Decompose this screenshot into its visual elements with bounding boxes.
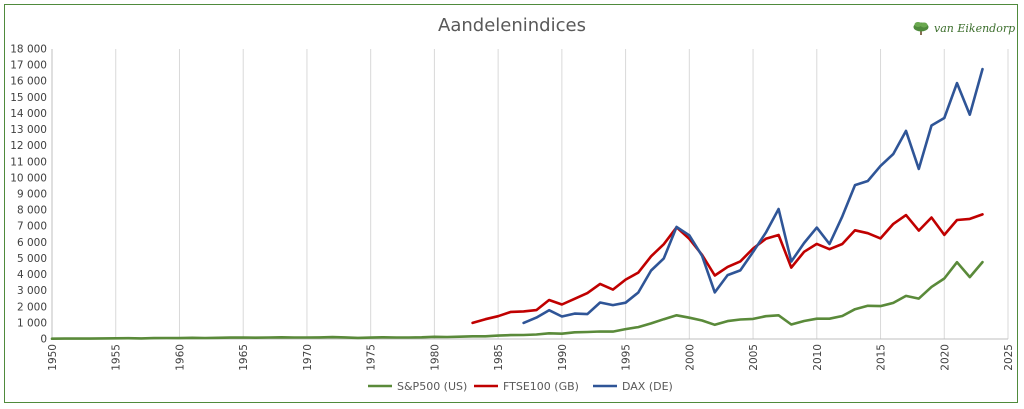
x-tick-label: 1955 bbox=[111, 344, 123, 371]
series-line-1 bbox=[471, 213, 984, 325]
y-tick-label: 18 000 bbox=[10, 44, 47, 56]
y-tick-label: 7 000 bbox=[17, 221, 47, 233]
y-tick-labels: 0 1 000 2 000 3 000 4 000 5 000 6 000 7 000 8 00… bbox=[10, 44, 47, 346]
y-tick-label: 14 000 bbox=[10, 108, 47, 120]
axes bbox=[51, 49, 1008, 340]
x-tick-label: 1975 bbox=[366, 344, 378, 371]
series-line-2 bbox=[522, 67, 984, 325]
chart-title: Aandelenindices bbox=[438, 15, 586, 36]
x-tick-label: 2015 bbox=[876, 344, 888, 371]
x-tick-label: 1965 bbox=[238, 344, 250, 371]
legend: S&P500 (US) FTSE100 (GB) DAX (DE) bbox=[368, 380, 673, 393]
y-tick-label: 11 000 bbox=[10, 156, 47, 168]
x-tick-label: 1960 bbox=[174, 344, 186, 371]
x-tick-label: 1985 bbox=[493, 344, 505, 371]
y-tick-label: 16 000 bbox=[10, 76, 47, 88]
y-tick-label: 5 000 bbox=[17, 253, 47, 265]
y-tick-label: 10 000 bbox=[10, 172, 47, 184]
x-tick-label: 2010 bbox=[812, 344, 824, 371]
logo-text: van Eikendorp bbox=[934, 22, 1015, 35]
grid-lines bbox=[51, 49, 1009, 339]
series-lines bbox=[50, 67, 984, 340]
y-tick-label: 1 000 bbox=[17, 317, 47, 329]
y-tick-label: 8 000 bbox=[17, 205, 47, 217]
x-tick-label: 1980 bbox=[429, 344, 441, 371]
chart-frame bbox=[4, 4, 1018, 403]
y-tick-label: 12 000 bbox=[10, 140, 47, 152]
x-tick-labels: 1950 1955 1960 1965 1970 1975 1980 1985 1990 1995… bbox=[47, 344, 1015, 371]
x-tick-label: 2025 bbox=[1003, 344, 1015, 371]
x-tick-label: 1990 bbox=[557, 344, 569, 371]
series-line-0 bbox=[50, 260, 984, 340]
y-tick-label: 3 000 bbox=[17, 285, 47, 297]
x-tick-label: 1950 bbox=[47, 344, 59, 371]
x-tick-label: 1970 bbox=[302, 344, 314, 371]
legend-label-0: S&P500 (US) bbox=[397, 380, 467, 393]
y-tick-label: 13 000 bbox=[10, 124, 47, 136]
legend-label-1: FTSE100 (GB) bbox=[503, 380, 579, 393]
x-tick-label: 2000 bbox=[684, 344, 696, 371]
y-tick-label: 9 000 bbox=[17, 189, 47, 201]
x-tick-label: 2020 bbox=[939, 344, 951, 371]
y-tick-label: 6 000 bbox=[17, 237, 47, 249]
legend-label-2: DAX (DE) bbox=[622, 380, 673, 393]
y-tick-label: 4 000 bbox=[17, 269, 47, 281]
x-tick-label: 1995 bbox=[621, 344, 633, 371]
y-tick-label: 15 000 bbox=[10, 92, 47, 104]
y-tick-label: 0 bbox=[40, 334, 47, 346]
y-tick-label: 2 000 bbox=[17, 301, 47, 313]
x-tick-label: 2005 bbox=[748, 344, 760, 371]
y-tick-label: 17 000 bbox=[10, 60, 47, 72]
logo: van Eikendorp bbox=[913, 22, 1015, 35]
tree-icon bbox=[913, 22, 929, 35]
